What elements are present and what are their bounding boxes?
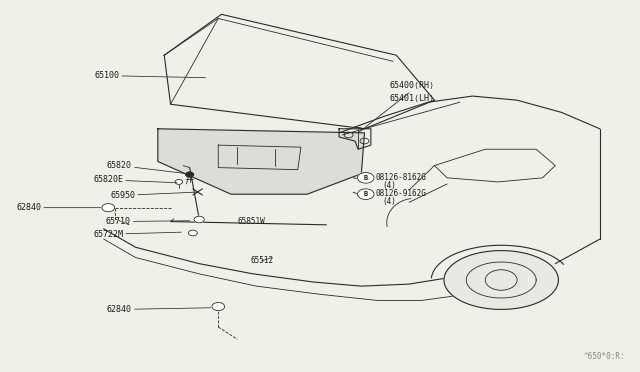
- Circle shape: [358, 173, 374, 183]
- Text: 62840: 62840: [16, 203, 100, 212]
- Polygon shape: [158, 129, 365, 194]
- Text: ^650*0:R:: ^650*0:R:: [584, 352, 625, 361]
- Text: B: B: [364, 191, 368, 197]
- Text: 65100: 65100: [94, 71, 205, 80]
- Circle shape: [188, 230, 197, 236]
- Circle shape: [175, 179, 182, 185]
- Circle shape: [358, 189, 374, 199]
- Text: 65722M: 65722M: [93, 230, 181, 239]
- Text: (4): (4): [382, 181, 396, 190]
- Text: B: B: [364, 175, 368, 181]
- Text: 62840: 62840: [107, 305, 211, 314]
- Text: 65820: 65820: [107, 161, 188, 174]
- Text: (4): (4): [382, 198, 396, 206]
- Text: 65851W: 65851W: [237, 218, 269, 227]
- Circle shape: [212, 302, 225, 311]
- Text: 65401⟨LH⟩: 65401⟨LH⟩: [390, 94, 435, 103]
- Circle shape: [102, 203, 115, 212]
- Circle shape: [194, 216, 204, 223]
- Text: 65512: 65512: [250, 256, 273, 265]
- Text: 08126-8162G: 08126-8162G: [375, 173, 426, 182]
- Text: 65400⟨RH⟩: 65400⟨RH⟩: [390, 81, 435, 90]
- Text: 65950: 65950: [110, 191, 196, 200]
- Text: 08126-9162G: 08126-9162G: [375, 189, 426, 198]
- Polygon shape: [444, 251, 559, 310]
- Circle shape: [186, 172, 193, 177]
- Text: 65820E: 65820E: [93, 175, 177, 185]
- Text: 65710: 65710: [106, 217, 189, 226]
